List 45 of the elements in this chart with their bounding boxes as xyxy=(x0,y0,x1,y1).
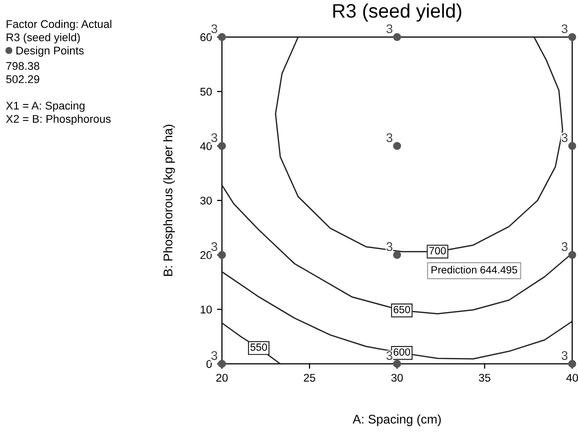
y-tick-label: 10 xyxy=(200,306,212,314)
y-tick-label: 20 xyxy=(200,251,212,260)
annotation: Prediction 644.495 xyxy=(432,266,518,274)
annotation: 3 xyxy=(211,242,218,252)
x-axis-title: A: Spacing (cm) xyxy=(352,414,441,426)
annotation: 3 xyxy=(386,24,392,34)
line-series xyxy=(222,322,281,364)
point xyxy=(393,250,402,259)
annotation: 3 xyxy=(562,24,568,34)
point xyxy=(218,142,226,150)
x-tick-label: 20 xyxy=(216,374,228,382)
annotation: 3 xyxy=(386,133,392,142)
point xyxy=(568,33,576,41)
y-tick-label: 60 xyxy=(200,33,212,42)
annotation: 3 xyxy=(386,351,392,360)
text: 502.29 xyxy=(6,75,40,84)
text: Factor Coding: Actual xyxy=(6,20,112,30)
annotation: 3 xyxy=(562,133,568,142)
x-tick-label: 30 xyxy=(391,374,403,382)
x-tick-label: 35 xyxy=(478,374,490,382)
point xyxy=(393,360,402,368)
annotation: 3 xyxy=(562,242,568,252)
text: X2 = B: Phosphorous xyxy=(6,114,111,126)
text: X1 = A: Spacing xyxy=(6,101,84,112)
chart-title: R3 (seed yield) xyxy=(333,4,462,22)
point xyxy=(393,33,402,41)
y-axis-title: B: Phosphorous (kg per ha) xyxy=(163,124,175,276)
text: R3 (seed yield) xyxy=(6,33,80,44)
annotation: 3 xyxy=(562,351,568,360)
point xyxy=(568,250,576,259)
annotation: 3 xyxy=(386,242,392,252)
text: 798.38 xyxy=(6,62,40,70)
y-tick-label: 50 xyxy=(200,88,212,96)
x-tick-label: 40 xyxy=(566,374,578,382)
legend-label: Design Points xyxy=(16,46,84,57)
point xyxy=(568,142,576,150)
x-tick-label: 25 xyxy=(304,374,316,382)
y-tick-label: 40 xyxy=(200,142,212,150)
annotation: 3 xyxy=(211,24,218,34)
point xyxy=(218,250,226,259)
point xyxy=(393,142,402,150)
y-tick-label: 30 xyxy=(200,196,212,205)
annotation: 3 xyxy=(211,351,218,360)
annotation: 3 xyxy=(211,133,218,142)
y-tick-label: 0 xyxy=(206,360,212,368)
